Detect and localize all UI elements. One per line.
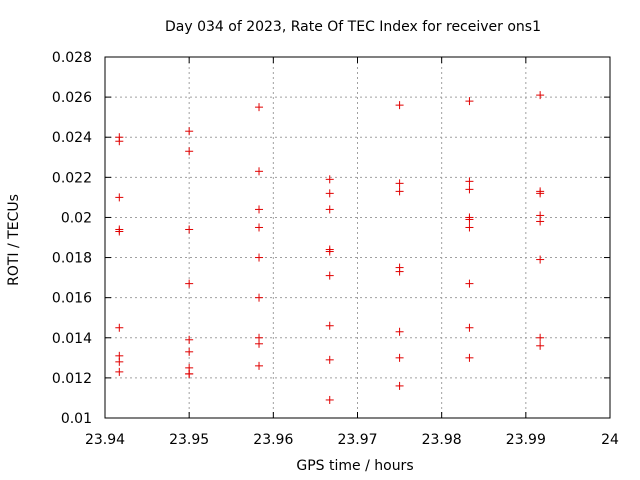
data-point [115,357,124,366]
data-point [255,361,264,370]
data-point [536,91,545,100]
x-tick-label: 23.99 [506,432,546,448]
data-point [255,103,264,112]
data-point [325,355,334,364]
data-point [255,223,264,232]
y-tick-label: 0.022 [52,170,92,186]
x-tick-label: 24 [601,432,619,448]
data-point [325,271,334,280]
data-point [115,137,124,146]
data-point [395,267,404,276]
data-point [395,353,404,362]
grid [105,57,610,418]
data-point [465,279,474,288]
data-point [325,175,334,184]
data-point [395,101,404,110]
data-point [115,323,124,332]
data-point [325,395,334,404]
data-point [465,215,474,224]
y-tick-label: 0.016 [52,291,92,307]
x-tick-label: 23.96 [253,432,293,448]
data-point [185,147,194,156]
data-point [536,217,545,226]
data-point [185,335,194,344]
data-point [325,189,334,198]
data-point [325,205,334,214]
data-point [255,167,264,176]
y-tick-label: 0.014 [52,331,92,347]
y-tick-label: 0.01 [61,411,92,427]
data-point [465,323,474,332]
axis-ticks [104,56,611,419]
data-point [536,189,545,198]
data-point [185,127,194,136]
data-point [536,341,545,350]
y-tick-label: 0.012 [52,371,92,387]
data-point [325,247,334,256]
y-tick-label: 0.018 [52,251,92,267]
y-tick-label: 0.028 [52,50,92,66]
data-points [115,91,545,404]
x-tick-label: 23.97 [337,432,377,448]
data-point [255,293,264,302]
y-tick-label: 0.026 [52,90,92,106]
data-point [465,177,474,186]
y-tick-label: 0.024 [52,130,92,146]
x-axis-label: GPS time / hours [296,458,413,474]
data-point [465,97,474,106]
data-point [115,367,124,376]
data-point [395,179,404,188]
data-point [185,225,194,234]
data-point [255,253,264,262]
data-point [395,187,404,196]
data-point [185,369,194,378]
data-point [465,353,474,362]
data-point [465,185,474,194]
y-tick-label: 0.02 [61,210,92,226]
data-point [185,347,194,356]
x-tick-labels: 23.94 23.95 23.96 23.97 23.98 23.99 24 [85,432,619,448]
x-tick-label: 23.95 [169,432,209,448]
data-point [115,227,124,236]
data-point [536,255,545,264]
data-point [115,193,124,202]
y-tick-labels: 0.01 0.012 0.014 0.016 0.018 0.02 0.022 0.024 0.… [52,50,92,427]
chart-title: Day 034 of 2023, Rate Of TEC Index for r… [165,19,541,35]
data-point [465,223,474,232]
data-point [395,381,404,390]
data-point [536,333,545,342]
data-point [395,327,404,336]
data-point [255,205,264,214]
data-point [325,321,334,330]
data-point [185,279,194,288]
y-axis-label: ROTI / TECUs [6,194,22,286]
data-point [255,339,264,348]
x-tick-label: 23.98 [422,432,462,448]
x-tick-label: 23.94 [85,432,125,448]
